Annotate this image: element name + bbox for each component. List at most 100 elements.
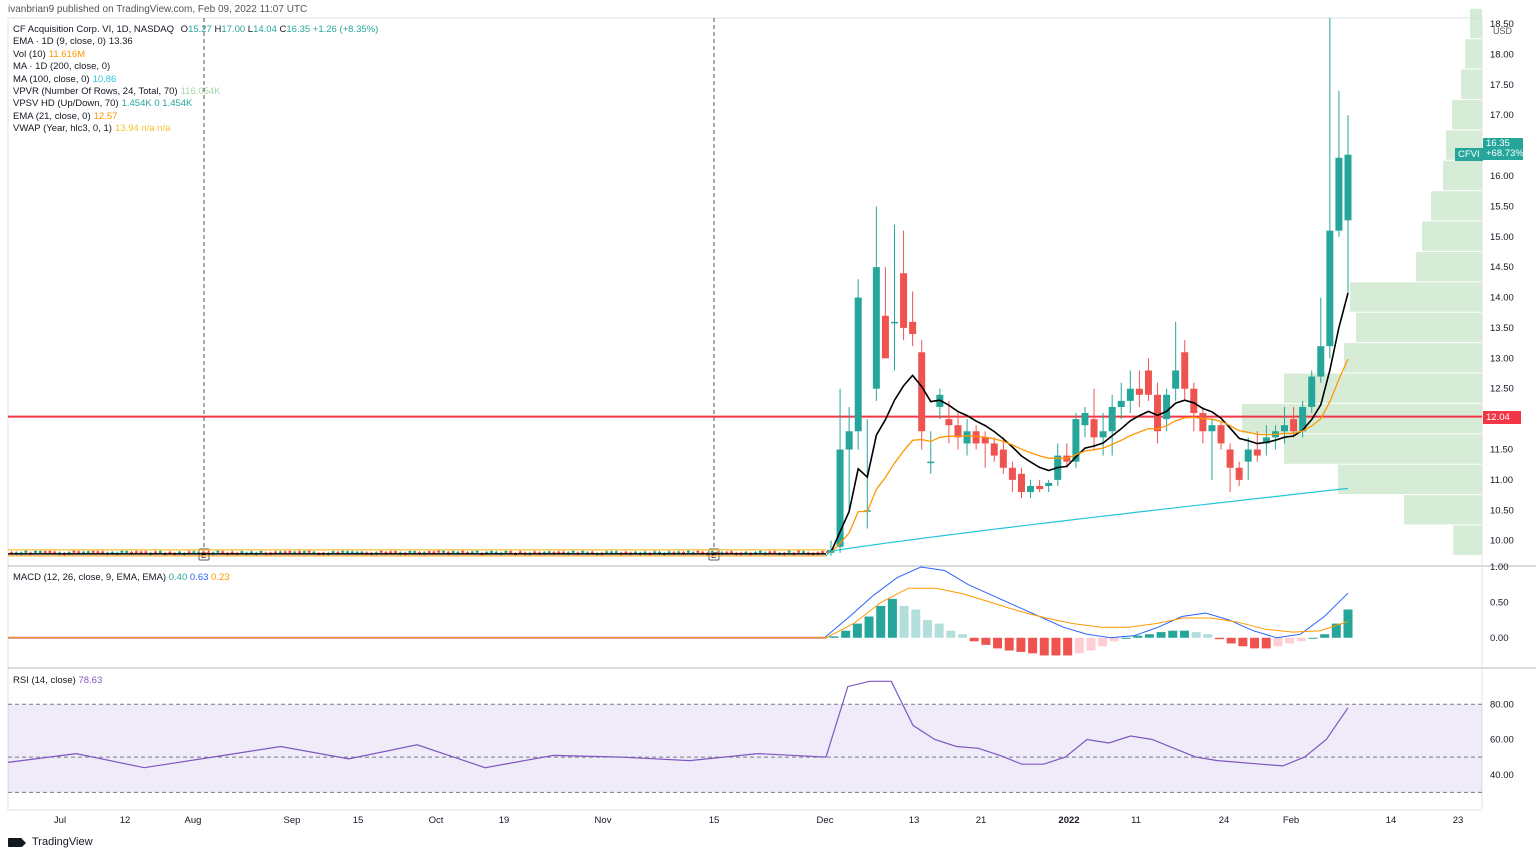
candle-body	[288, 551, 291, 553]
macd-hist-bar	[911, 609, 920, 637]
candle-body	[240, 551, 243, 553]
vpvr-bar	[1465, 39, 1482, 68]
x-tick-label: 24	[1219, 815, 1230, 826]
candle-body	[461, 551, 464, 553]
vpvr-bar	[1452, 100, 1482, 129]
candle-body	[788, 551, 791, 553]
candle-body	[1236, 468, 1243, 480]
vpvr-bar	[1356, 313, 1482, 342]
macd-hist-bar	[1238, 638, 1247, 646]
candle-body	[380, 551, 383, 553]
x-tick-label: 23	[1453, 815, 1464, 826]
candle-body	[873, 267, 880, 389]
candle-body	[216, 551, 219, 553]
candle-body	[428, 551, 431, 553]
candle-body	[1254, 450, 1261, 456]
price-tick-label: 17.00	[1490, 110, 1514, 121]
candle-body	[1218, 425, 1225, 443]
candle-body	[1290, 419, 1297, 431]
macd-hist-bar	[970, 638, 979, 642]
candle-body	[303, 551, 306, 553]
price-tick-label: 11.00	[1490, 475, 1513, 486]
candle-body	[413, 551, 416, 553]
vpvr-bar	[1350, 282, 1482, 311]
candle-body	[96, 551, 99, 553]
x-tick-label: 15	[353, 815, 364, 826]
ema21-line	[831, 359, 1348, 553]
price-tick-label: 18.00	[1490, 49, 1514, 60]
candle-body	[1091, 419, 1098, 437]
macd-hist-bar	[830, 636, 839, 637]
macd-hist-bar	[1344, 609, 1353, 637]
macd-hist-bar	[1098, 638, 1107, 646]
vpvr-bar	[1242, 404, 1482, 433]
candle-body	[1000, 450, 1007, 468]
candle-body	[821, 551, 824, 553]
macd-hist-bar	[946, 631, 955, 638]
price-badge: 16.35 +68.73%	[1483, 138, 1523, 160]
vpvr-bar	[1422, 222, 1482, 251]
candle-body	[900, 273, 907, 328]
candle-body	[615, 551, 618, 553]
macd-hist-bar	[1005, 638, 1014, 651]
candle-body	[909, 322, 916, 334]
brand-label: TradingView	[32, 836, 93, 848]
x-tick-label: Aug	[185, 815, 202, 826]
x-tick-label: Nov	[595, 815, 612, 826]
macd-hist-bar	[841, 631, 850, 638]
price-tick-label: 13.50	[1490, 323, 1514, 334]
macd-hist-bar	[1075, 638, 1084, 654]
vpvr-bar	[1443, 161, 1482, 190]
candle-body	[394, 551, 397, 553]
macd-hist-bar	[1262, 638, 1271, 649]
x-tick-label: Dec	[817, 815, 834, 826]
x-tick-label: 11	[1131, 815, 1141, 826]
macd-hist-bar	[1203, 634, 1212, 638]
candle-body	[1199, 413, 1206, 431]
candle-body	[973, 431, 980, 443]
vpvr-bar	[1431, 191, 1482, 220]
x-tick-label: 21	[976, 815, 987, 826]
candle-body	[332, 551, 335, 553]
candle-body	[1036, 486, 1043, 489]
candle-body	[1027, 486, 1034, 492]
candle-body	[1045, 483, 1052, 486]
price-tick-label: 11.50	[1490, 445, 1513, 456]
x-tick-label: Oct	[429, 815, 444, 826]
macd-hist-bar	[1051, 638, 1060, 656]
candle-body	[192, 551, 195, 553]
macd-hist-bar	[865, 617, 874, 638]
footer-brand[interactable]: TradingView	[8, 836, 93, 848]
candle-body	[125, 551, 128, 553]
candle-body	[1245, 450, 1252, 462]
price-tick-label: 14.50	[1490, 262, 1514, 273]
rsi-tick-label: 60.00	[1490, 735, 1514, 746]
x-tick-label: 13	[909, 815, 920, 826]
candle-body	[891, 322, 898, 324]
candle-body	[1100, 431, 1107, 437]
candle-body	[945, 419, 952, 425]
macd-hist-bar	[876, 606, 885, 638]
candle-body	[44, 551, 47, 553]
macd-hist-bar	[1215, 638, 1224, 639]
candle-body	[1163, 395, 1170, 419]
macd-line	[8, 567, 1348, 638]
candle-body	[1145, 370, 1152, 394]
candle-body	[964, 431, 971, 443]
candle-body	[1127, 389, 1134, 401]
macd-tick-label: 0.50	[1490, 597, 1509, 608]
candle-body	[1190, 389, 1197, 413]
macd-hist-bar	[1168, 631, 1177, 638]
candle-body	[1018, 474, 1025, 492]
x-tick-label: Jul	[54, 815, 66, 826]
candle-body	[927, 462, 934, 464]
candle-body	[308, 551, 311, 553]
candle-body	[1317, 346, 1324, 376]
macd-hist-bar	[1063, 638, 1072, 656]
price-tick-label: 12.50	[1490, 384, 1514, 395]
vpvr-bar	[1461, 70, 1482, 99]
candle-body	[855, 298, 862, 432]
macd-hist-bar	[958, 634, 967, 638]
candle-body	[24, 551, 27, 553]
